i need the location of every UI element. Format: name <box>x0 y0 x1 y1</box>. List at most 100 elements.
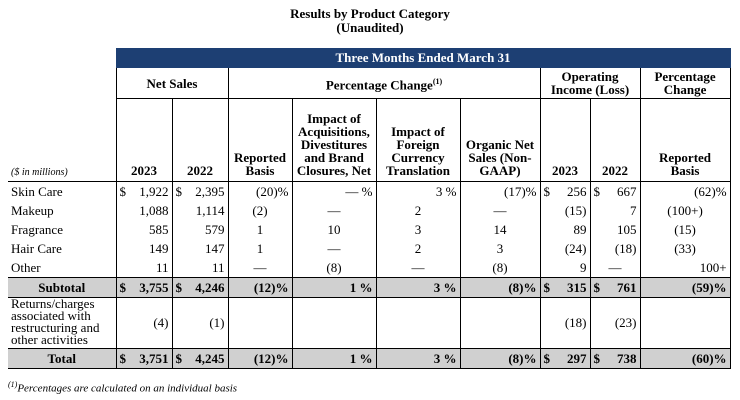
net-sales-2022: $2,395 <box>171 181 229 201</box>
op-income-2022: $667 <box>589 181 641 201</box>
total-row: Total $3,751 $4,245 (12)% 1 % 3 % (8)% $… <box>8 348 731 369</box>
net-sales-2023: $1,922 <box>115 181 173 201</box>
net-sales-2022: 1,114 <box>171 201 229 220</box>
col-op-income-2023: 2023 <box>539 98 591 182</box>
reported-basis: — <box>227 258 293 278</box>
organic-net-sales: — <box>459 201 541 220</box>
op-income-2023: $297 <box>539 348 591 369</box>
net-sales-header: Net Sales <box>115 67 229 99</box>
col-organic-net-sales: Organic Net Sales (Non-GAAP) <box>459 98 541 182</box>
net-sales-2023: 11 <box>115 258 173 278</box>
row-label: Fragrance <box>8 220 117 239</box>
net-sales-2022: (1) <box>171 297 229 349</box>
op-income-2023: $256 <box>539 181 591 201</box>
table-row: Hair Care 149 147 1 — 2 3 (24) (18) (33) <box>8 239 731 258</box>
row-label: Subtotal <box>8 277 117 298</box>
pct-change: (100+) <box>639 201 731 220</box>
col-net-sales-2022: 2022 <box>171 98 229 182</box>
net-sales-2022: $4,245 <box>171 348 229 369</box>
op-income-2022: — <box>589 258 641 278</box>
impact-foreign-currency: 2 <box>375 239 461 258</box>
op-income-2022: (23) <box>589 297 641 349</box>
net-sales-2023: 149 <box>115 239 173 258</box>
table-row: Other 11 11 — (8) — (8) 9 — 100+ <box>8 258 731 278</box>
units-label: ($ in millions) <box>8 98 117 182</box>
reported-basis: (12)% <box>227 277 293 298</box>
impact-foreign-currency: 3 % <box>375 181 461 201</box>
subtotal-row: Subtotal $3,755 $4,246 (12)% 1 % 3 % (8)… <box>8 277 731 298</box>
impact-acquisitions: 10 <box>291 220 377 239</box>
op-income-2022: (18) <box>589 239 641 258</box>
table-row: Skin Care $1,922 $2,395 (20)% — % 3 % (1… <box>8 181 731 201</box>
col-impact-acquisitions: Impact of Acquisitions, Divestitures and… <box>291 98 377 182</box>
op-income-2023: (18) <box>539 297 591 349</box>
pct-change: (60)% <box>639 348 731 369</box>
impact-foreign-currency: — <box>375 258 461 278</box>
organic-net-sales: (8) <box>459 258 541 278</box>
col-impact-foreign-currency: Impact of Foreign Currency Translation <box>375 98 461 182</box>
impact-acquisitions: 1 % <box>291 277 377 298</box>
op-income-2023: 89 <box>539 220 591 239</box>
col-net-sales-2023: 2023 <box>115 98 173 182</box>
net-sales-2023: 1,088 <box>115 201 173 220</box>
row-label: Other <box>8 258 117 278</box>
organic-net-sales: (8)% <box>459 348 541 369</box>
operating-income-header: Operating Income (Loss) <box>539 67 641 99</box>
impact-acquisitions: 1 % <box>291 348 377 369</box>
reported-basis: (20)% <box>227 181 293 201</box>
op-income-2023: (15) <box>539 201 591 220</box>
pct-change: (62)% <box>639 181 731 201</box>
organic-net-sales: 3 <box>459 239 541 258</box>
impact-foreign-currency: 3 <box>375 220 461 239</box>
pct-change: (15) <box>639 220 731 239</box>
impact-foreign-currency: 2 <box>375 201 461 220</box>
percentage-change-header-2: Percentage Change <box>639 67 731 99</box>
impact-acquisitions: — <box>291 239 377 258</box>
impact-foreign-currency: 3 % <box>375 348 461 369</box>
net-sales-2023: 585 <box>115 220 173 239</box>
reported-basis: (2) <box>227 201 293 220</box>
impact-acquisitions: (8) <box>291 258 377 278</box>
organic-net-sales: (17)% <box>459 181 541 201</box>
row-label: Total <box>8 348 117 369</box>
footnote: (1)Percentages are calculated on an indi… <box>8 380 238 395</box>
reported-basis: (12)% <box>227 348 293 369</box>
net-sales-2023: (4) <box>115 297 173 349</box>
period-band: Three Months Ended March 31 <box>115 48 731 68</box>
op-income-2022: $738 <box>589 348 641 369</box>
reported-basis: 1 <box>227 220 293 239</box>
pct-change: (59)% <box>639 277 731 298</box>
report-title: Results by Product Category <box>290 6 450 21</box>
percentage-change-header: Percentage Change(1) <box>227 67 541 99</box>
impact-acquisitions: — % <box>291 181 377 201</box>
col-reported-basis: Reported Basis <box>227 98 293 182</box>
table-row: Makeup 1,088 1,114 (2) — 2 — (15) 7 (100… <box>8 201 731 220</box>
net-sales-2023: $3,751 <box>115 348 173 369</box>
row-label: Returns/charges associated with restruct… <box>8 297 117 349</box>
pct-change: (33) <box>639 239 731 258</box>
organic-net-sales: (8)% <box>459 277 541 298</box>
col-op-income-2022: 2022 <box>589 98 641 182</box>
op-income-2022: 7 <box>589 201 641 220</box>
col-reported-basis-2: Reported Basis <box>639 98 731 182</box>
row-label: Skin Care <box>8 181 117 201</box>
net-sales-2022: 11 <box>171 258 229 278</box>
op-income-2022: $761 <box>589 277 641 298</box>
op-income-2023: 9 <box>539 258 591 278</box>
table-row: Fragrance 585 579 1 10 3 14 89 105 (15) <box>8 220 731 239</box>
row-label: Hair Care <box>8 239 117 258</box>
net-sales-2022: 147 <box>171 239 229 258</box>
returns-row: Returns/charges associated with restruct… <box>8 297 731 349</box>
op-income-2023: (24) <box>539 239 591 258</box>
results-table: Three Months Ended March 31 Net Sales Pe… <box>8 48 731 369</box>
net-sales-2022: 579 <box>171 220 229 239</box>
net-sales-2022: $4,246 <box>171 277 229 298</box>
net-sales-2023: $3,755 <box>115 277 173 298</box>
report-subtitle: (Unaudited) <box>336 20 404 35</box>
op-income-2022: 105 <box>589 220 641 239</box>
reported-basis: 1 <box>227 239 293 258</box>
impact-foreign-currency: 3 % <box>375 277 461 298</box>
impact-acquisitions: — <box>291 201 377 220</box>
row-label: Makeup <box>8 201 117 220</box>
op-income-2023: $315 <box>539 277 591 298</box>
